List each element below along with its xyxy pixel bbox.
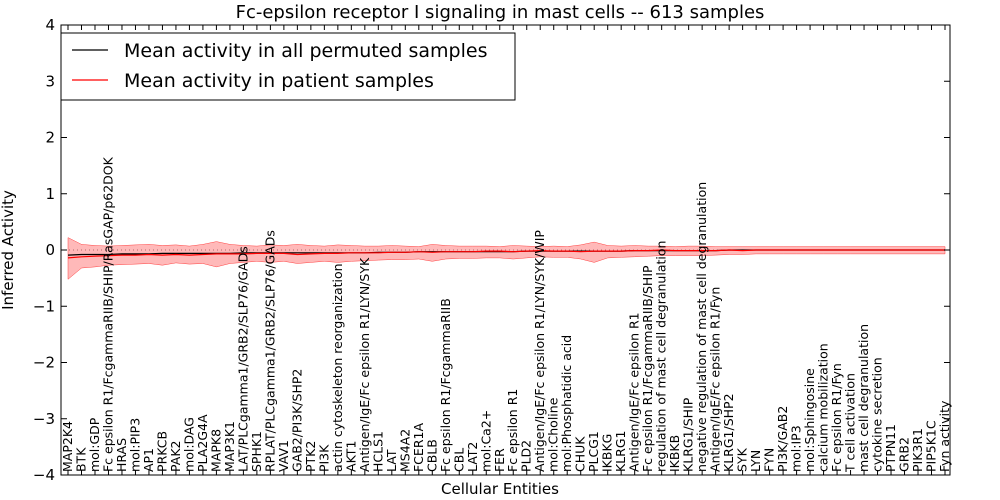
- legend: Mean activity in all permuted samples Me…: [60, 32, 516, 101]
- x-tick-label: LAT/PLCgamma1/GRB2/SLP76/GADs: [235, 246, 250, 472]
- x-tick-label: GAB2/PI3K/SHP2: [289, 369, 304, 472]
- plot-area-frame: [60, 24, 951, 476]
- x-tick-label: FCER1A: [411, 423, 426, 472]
- x-tick-label: Antigen/IgE/Fc epsilon R1/LYN/SYK/WIP: [532, 230, 547, 472]
- y-tick-label: 4: [45, 16, 55, 34]
- x-tick-label: PI3K/GAB2: [775, 406, 790, 472]
- x-tick-label: VAV1: [276, 440, 291, 472]
- x-tick-label: SPHK1: [249, 431, 264, 472]
- x-tick-label: Fc epsilon R1/FcgammaRIIB/SHIP/RasGAP/p6…: [101, 156, 116, 472]
- x-tick-label: CBLB: [424, 439, 439, 472]
- x-tick-label: HRAS: [114, 438, 129, 472]
- x-tick-label: RPLAT/PLCgamma1/GRB2/SLP76/GADs: [262, 230, 277, 472]
- x-tick-label: KLRG1/SHP2: [721, 393, 736, 472]
- x-tick-label: KLRG1/SHIP: [681, 397, 696, 472]
- x-tick-label: mol:IP3: [789, 425, 804, 472]
- x-tick-label: PTK2: [303, 441, 318, 472]
- x-tick-label: T cell activation: [843, 373, 858, 473]
- x-tick-label: IKBKG: [600, 434, 615, 472]
- x-tick-label: BTK: [74, 447, 89, 472]
- x-tick-label: mol:GDP: [87, 417, 102, 472]
- x-tick-label: Fc epsilon R1/FcgammaRIIB: [438, 298, 453, 472]
- y-tick-label: −1: [33, 297, 55, 315]
- x-tick-label: mol:DAG: [181, 417, 196, 472]
- x-tick-label: actin cytoskeleton reorganization: [330, 263, 345, 472]
- x-tick-label: Antigen/IgE/Fc epsilon R1/Fyn: [708, 287, 723, 472]
- x-tick-label: FER: [492, 448, 507, 472]
- x-tick-label: Antigen/IgE/Fc epsilon R1/LYN/SYK: [357, 257, 372, 472]
- x-tick-label: mol:Sphingosine: [802, 368, 817, 472]
- x-tick-label: Fc epsilon R1/Fyn: [829, 363, 844, 472]
- x-tick-label: PIK3R1: [910, 428, 925, 472]
- chart-title: Fc-epsilon receptor I signaling in mast …: [236, 2, 765, 23]
- x-tick-label: IKBKB: [667, 435, 682, 472]
- x-tick-label: PLCG1: [586, 431, 601, 472]
- legend-box: [60, 32, 516, 101]
- x-tick-label: mol:Ca2+: [478, 410, 493, 472]
- x-tick-label: mast cell degranulation: [856, 324, 871, 472]
- series-line-layer: [67, 249, 945, 259]
- y-tick-label: −4: [33, 466, 55, 484]
- x-tick-label: PIP5K1C: [924, 420, 939, 472]
- y-tick-label: 0: [45, 241, 55, 259]
- x-tick-label: Antigen/IgE/Fc epsilon R1: [627, 312, 642, 472]
- y-tick-label: −3: [33, 410, 55, 428]
- x-tick-label: PRKCB: [154, 431, 169, 472]
- x-tick-label: KLRG1: [613, 431, 628, 473]
- x-tick-label: SYK: [735, 447, 750, 472]
- x-tick-label: FYN: [762, 448, 777, 472]
- x-tick-label: regulation of mast cell degranulation: [654, 241, 669, 472]
- x-axis-label: Cellular Entities: [441, 480, 559, 498]
- y-tick-label: −2: [33, 354, 55, 372]
- x-tick-label: MAP2K4: [60, 421, 75, 472]
- patient-activity-band: [67, 237, 946, 280]
- y-axis-label: Inferred Activity: [0, 190, 17, 310]
- x-tick-label: CBL: [451, 448, 466, 472]
- x-tick-label: PI3K: [316, 444, 331, 472]
- x-tick-label: Fyn activity: [937, 400, 952, 472]
- confidence-band-layer: [61, 237, 950, 280]
- x-tick-label: PAK2: [168, 441, 183, 472]
- x-tick-label: Fc epsilon R1/FcgammaRIIB/SHIP: [640, 265, 655, 472]
- x-tick-label: MAP3K1: [222, 421, 237, 472]
- x-tick-label: AKT1: [343, 441, 358, 472]
- x-tick-label: mol:Phosphatidic acid: [559, 335, 574, 472]
- x-tick-label: LAT2: [465, 442, 480, 472]
- y-tick-label: 1: [45, 185, 55, 203]
- x-tick-label: calcium mobilization: [816, 343, 831, 472]
- legend-label-permuted: Mean activity in all permuted samples: [124, 40, 487, 62]
- series-line-patient: [67, 249, 945, 259]
- y-tick-label: 3: [45, 72, 55, 90]
- x-tick-label: PLD2: [519, 440, 534, 472]
- x-tick-label: cytokine secretion: [870, 357, 885, 472]
- x-tick-label: MS4A2: [397, 429, 412, 472]
- x-tick-label: AP1: [141, 448, 156, 472]
- x-tick-label: CHUK: [573, 436, 588, 472]
- legend-label-patient: Mean activity in patient samples: [124, 70, 434, 92]
- x-tick-label: mol:PIP3: [128, 418, 143, 472]
- x-tick-label: negative regulation of mast cell degranu…: [694, 182, 709, 472]
- x-tick-label: HCLS1: [370, 431, 385, 472]
- y-tick-label: 2: [45, 129, 55, 147]
- x-tick-label: mol:Choline: [546, 397, 561, 472]
- x-tick-label: PLA2G4A: [195, 414, 210, 472]
- x-tick-label: LAT: [384, 449, 399, 472]
- x-tick-label: PTPN11: [883, 424, 898, 472]
- x-tick-label: GRB2: [897, 437, 912, 472]
- x-tick-label: Fc epsilon R1: [505, 389, 520, 472]
- x-tick-label: LYN: [748, 450, 763, 472]
- x-tick-label: MAPK8: [208, 429, 223, 472]
